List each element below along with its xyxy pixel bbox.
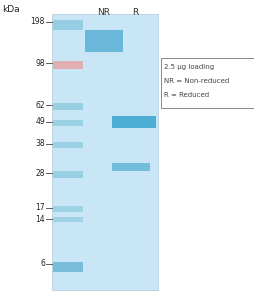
Bar [85, 30, 122, 52]
Text: kDa: kDa [2, 5, 20, 14]
Text: 198: 198 [30, 17, 45, 26]
Text: 38: 38 [35, 140, 45, 148]
Bar [160, 58, 253, 108]
Bar [53, 217, 83, 222]
Text: 49: 49 [35, 118, 45, 127]
Text: 6: 6 [40, 260, 45, 268]
Bar [53, 206, 83, 212]
Text: NR: NR [97, 8, 110, 17]
Text: R: R [131, 8, 138, 17]
Bar [112, 116, 155, 128]
Text: 14: 14 [35, 214, 45, 224]
Bar [53, 142, 83, 148]
Bar [52, 14, 157, 290]
Text: 62: 62 [35, 100, 45, 109]
Text: 98: 98 [35, 58, 45, 68]
Bar [53, 171, 83, 178]
Bar [53, 103, 83, 110]
Bar [53, 61, 83, 69]
Bar [53, 20, 83, 30]
Text: 28: 28 [35, 169, 45, 178]
Bar [53, 120, 83, 126]
Text: 2.5 μg loading: 2.5 μg loading [163, 64, 213, 70]
Text: NR = Non-reduced: NR = Non-reduced [163, 78, 228, 84]
Bar [112, 163, 149, 171]
Text: R = Reduced: R = Reduced [163, 92, 208, 98]
Bar [53, 262, 83, 272]
Text: 17: 17 [35, 203, 45, 212]
